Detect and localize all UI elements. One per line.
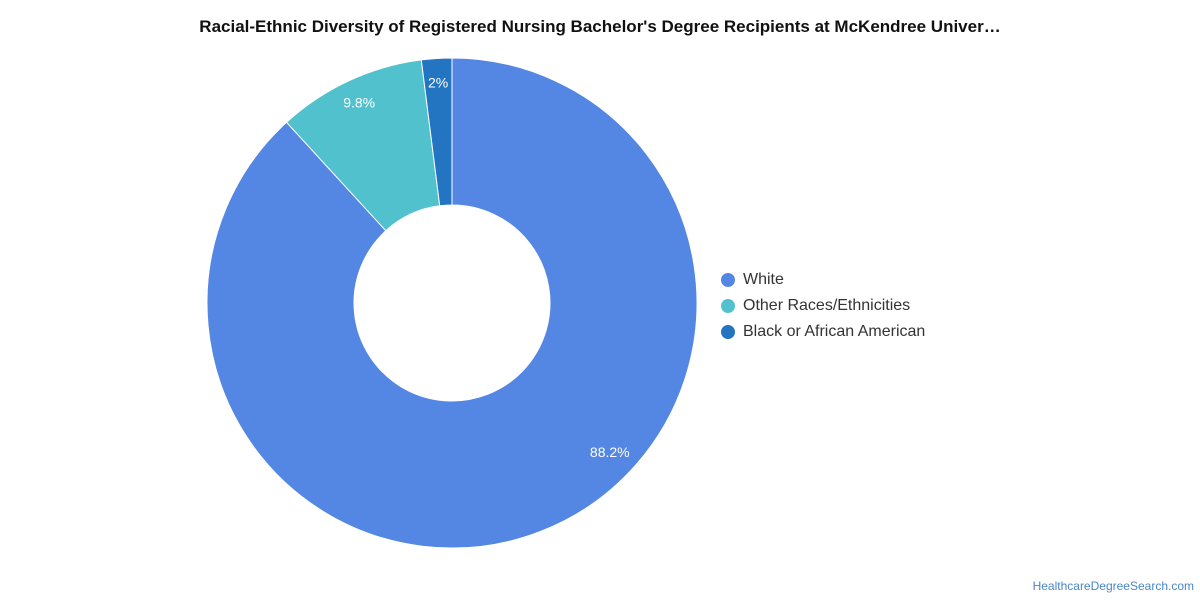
legend-swatch-other-races: [721, 299, 735, 313]
legend-swatch-white: [721, 273, 735, 287]
data-label-other-races: 9.8%: [343, 94, 375, 110]
data-label-white: 88.2%: [590, 444, 630, 460]
data-label-black: 2%: [428, 74, 448, 90]
legend-label: Black or African American: [743, 323, 926, 340]
legend-item-black[interactable]: Black or African American: [721, 319, 925, 345]
legend-item-white[interactable]: White: [721, 267, 925, 293]
slice-black[interactable]: [420, 57, 453, 207]
slice-white[interactable]: [206, 57, 698, 549]
legend-label: White: [743, 271, 784, 288]
chart-title: Racial-Ethnic Diversity of Registered Nu…: [199, 17, 1001, 36]
legend-label: Other Races/Ethnicities: [743, 297, 911, 314]
legend-swatch-black: [721, 325, 735, 339]
source-link[interactable]: HealthcareDegreeSearch.com: [1032, 579, 1194, 593]
legend: White Other Races/Ethnicities Black or A…: [721, 267, 925, 345]
legend-item-other-races[interactable]: Other Races/Ethnicities: [721, 293, 925, 319]
